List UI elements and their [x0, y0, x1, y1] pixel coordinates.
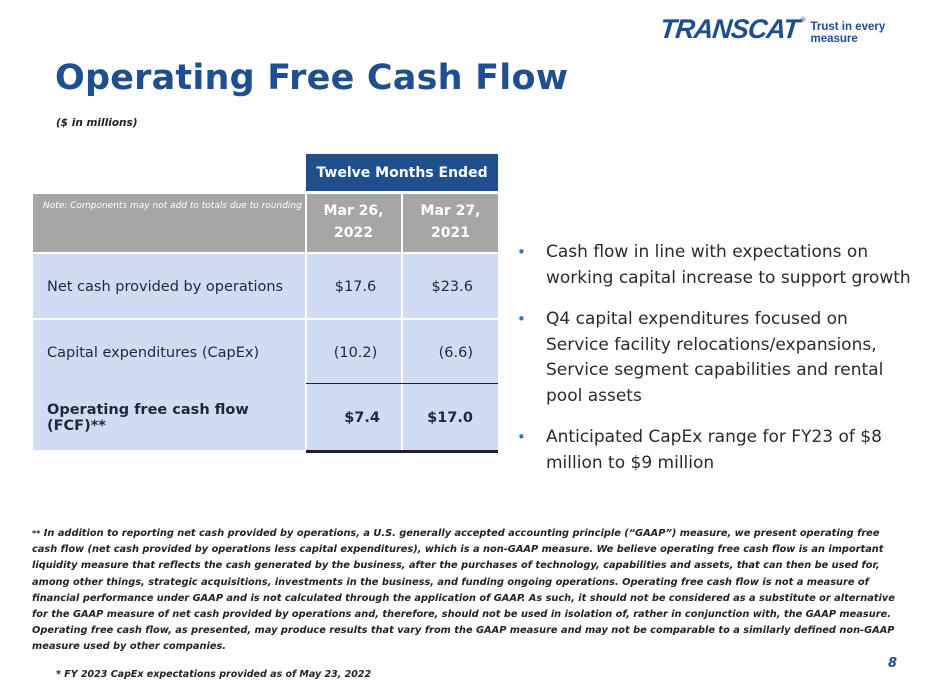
key-point-text: Q4 capital expenditures focused on Servi… [546, 309, 884, 406]
row-value-net-cash-2021: $23.6 [403, 254, 498, 319]
key-point: • Cash flow in line with expectations on … [515, 240, 915, 291]
key-point-text: Cash flow in line with expectations on w… [546, 242, 911, 288]
row-value-capex-2022: (10.2) [306, 320, 401, 385]
column-divider [305, 194, 307, 450]
logo-wordmark: TRANSCAT [658, 13, 801, 44]
capex-footnote: * FY 2023 CapEx expectations provided as… [56, 669, 372, 680]
column-header-2021-line2: 2021 [431, 225, 470, 241]
total-bottom-rule [306, 450, 498, 453]
key-points-list: • Cash flow in line with expectations on … [515, 240, 915, 492]
column-header-2021: Mar 27, 2021 [403, 194, 498, 252]
column-header-2022-line2: 2022 [334, 225, 373, 241]
row-value-capex-2021: (6.6) [403, 320, 498, 385]
row-label-capex: Capital expenditures (CapEx) [33, 320, 305, 385]
company-logo: TRANSCAT ® Trust in every measure [658, 13, 929, 46]
key-point-text: Anticipated CapEx range for FY23 of $8 m… [546, 427, 882, 473]
footnote-marker: ** [32, 529, 41, 538]
column-header-2022-line1: Mar 26, [323, 203, 384, 219]
row-value-net-cash-2022: $17.6 [306, 254, 401, 319]
units-subtitle: ($ in millions) [56, 117, 138, 129]
page-title: Operating Free Cash Flow [55, 58, 569, 98]
column-header-2021-line1: Mar 27, [420, 203, 481, 219]
bullet-icon: • [517, 428, 526, 446]
bullet-icon: • [517, 310, 526, 328]
column-divider [401, 194, 403, 450]
page-number: 8 [888, 656, 898, 671]
bullet-icon: • [517, 243, 526, 261]
logo-tagline: Trust in every measure [810, 21, 886, 45]
footnote-text: In addition to reporting net cash provid… [32, 528, 895, 653]
table-rounding-note: Note: Components may not add to totals d… [33, 194, 305, 252]
key-point: • Q4 capital expenditures focused on Serv… [515, 307, 915, 409]
key-point: • Anticipated CapEx range for FY23 of $8 … [515, 425, 915, 476]
row-label-net-cash: Net cash provided by operations [33, 254, 305, 319]
non-gaap-footnote: ** In addition to reporting net cash pro… [32, 526, 904, 656]
row-label-fcf: Operating free cash flow (FCF)** [33, 385, 305, 450]
total-top-rule [306, 383, 498, 384]
row-divider [33, 318, 498, 320]
row-value-fcf-2021: $17.0 [403, 385, 498, 450]
row-divider [33, 252, 498, 254]
logo-registered-mark: ® [799, 16, 807, 24]
row-value-fcf-2022: $7.4 [306, 385, 401, 450]
table-period-header: Twelve Months Ended [306, 154, 498, 191]
column-header-2022: Mar 26, 2022 [306, 194, 401, 252]
